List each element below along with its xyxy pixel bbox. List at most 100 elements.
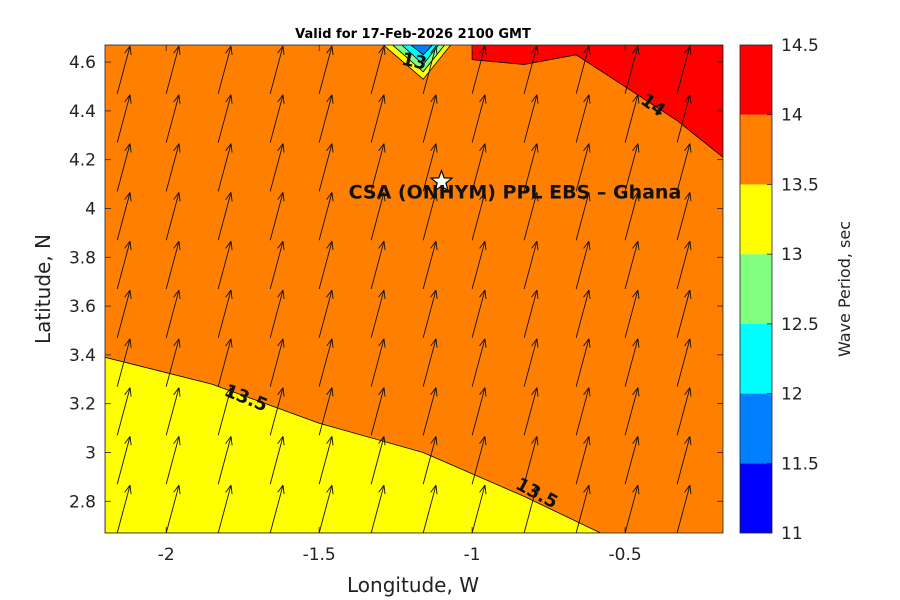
wave-arrow	[676, 436, 692, 485]
wave-arrow	[523, 484, 539, 533]
wave-arrow	[624, 240, 640, 290]
wave-arrow	[269, 143, 285, 192]
wave-arrow	[217, 94, 233, 143]
chart-title: Valid for 17-Feb-2026 2100 GMT	[295, 27, 531, 42]
wave-arrow	[269, 192, 285, 241]
wave-direction-arrows	[116, 45, 692, 533]
colorbar-swatch	[740, 184, 772, 255]
wave-arrow	[116, 94, 132, 143]
wave-arrow	[116, 484, 132, 533]
wave-arrow	[370, 338, 386, 387]
wave-arrow	[676, 338, 692, 387]
wave-arrow	[676, 387, 692, 436]
wave-arrow	[676, 289, 692, 338]
wave-arrow	[370, 240, 386, 290]
wave-arrow	[370, 94, 386, 143]
wave-arrow	[370, 387, 386, 436]
wave-arrow	[217, 484, 233, 533]
y-tick-label: 3.2	[69, 395, 96, 415]
x-axis-ticks: -2 -1.5 -1 -0.5	[158, 45, 642, 565]
colorbar-tick-label: 12.5	[781, 315, 819, 335]
wave-arrow	[471, 484, 487, 533]
wave-arrow	[575, 289, 591, 338]
wave-arrow	[625, 45, 626, 46]
colorbar-tick-label: 11	[781, 524, 803, 544]
wave-arrow	[471, 387, 487, 436]
x-tick-label: -1	[464, 545, 481, 565]
wave-arrow	[165, 289, 181, 338]
wave-arrow	[624, 289, 640, 338]
y-tick-label: 3.6	[69, 297, 96, 317]
contour-label: 13	[400, 49, 429, 75]
wave-arrow	[318, 436, 334, 485]
wave-arrow	[575, 45, 591, 94]
wave-arrow	[471, 192, 487, 241]
wave-arrow	[165, 338, 181, 387]
colorbar-tick-label: 14.5	[781, 36, 819, 56]
wave-arrow	[575, 143, 591, 192]
wave-arrow	[166, 45, 167, 46]
wave-arrow	[318, 94, 334, 143]
wave-arrow	[624, 94, 640, 143]
wave-arrow	[318, 192, 334, 241]
wave-arrow	[269, 484, 285, 533]
wave-arrow	[523, 240, 539, 290]
wave-arrow	[471, 94, 487, 143]
wave-arrow	[370, 484, 386, 533]
wave-arrow	[370, 192, 386, 241]
wave-arrow	[676, 94, 692, 143]
wave-arrow	[575, 338, 591, 387]
wave-arrow	[422, 289, 438, 338]
y-tick-label: 2.8	[69, 492, 96, 512]
x-tick-label: -1.5	[303, 545, 336, 565]
wave-arrow	[523, 45, 539, 94]
y-tick-label: 4.4	[69, 102, 96, 122]
site-annotation: CSA (ONHYM) PPL EBS – Ghana	[349, 182, 682, 204]
wave-arrow	[217, 436, 233, 485]
colorbar-swatch	[740, 323, 772, 394]
wave-arrow	[318, 484, 334, 533]
plot-frame	[104, 44, 724, 534]
wave-arrow	[116, 387, 132, 436]
colorbar-label: Wave Period, sec	[835, 221, 854, 357]
y-axis-ticks: 2.8 3 3.2 3.4 3.6 3.8 4 4.2 4.4 4.6	[69, 53, 723, 512]
wave-arrow	[269, 289, 285, 338]
wave-arrow	[471, 45, 487, 94]
wave-arrow	[422, 192, 438, 241]
wave-arrow	[471, 338, 487, 387]
wave-arrow	[624, 387, 640, 436]
wave-arrow	[422, 387, 438, 436]
wave-arrow	[575, 387, 591, 436]
y-axis-label: Latitude, N	[31, 234, 55, 344]
wave-arrow	[116, 240, 132, 290]
wave-arrow	[370, 289, 386, 338]
wave-arrow	[117, 45, 118, 46]
wave-arrow	[269, 387, 285, 436]
star-icon	[429, 168, 454, 192]
wave-arrow	[116, 436, 132, 485]
wave-arrow	[165, 387, 181, 436]
wave-arrow	[575, 94, 591, 143]
wave-arrow	[422, 45, 438, 94]
wave-arrow	[624, 338, 640, 387]
colorbar-swatch	[740, 393, 772, 464]
wave-arrow	[575, 484, 591, 533]
wave-arrow	[217, 338, 233, 387]
wave-arrow	[318, 240, 334, 290]
wave-arrow	[165, 436, 181, 485]
wave-arrow	[523, 143, 539, 192]
contour-region	[105, 356, 601, 533]
y-tick-label: 4.6	[69, 53, 96, 73]
y-tick-label: 4.2	[69, 151, 96, 171]
wave-arrow	[269, 338, 285, 387]
wave-arrow	[165, 94, 181, 143]
wave-arrow	[318, 289, 334, 338]
y-tick-label: 3.8	[69, 248, 96, 268]
wave-arrow	[318, 45, 334, 94]
colorbar: 11 11.5 12 12.5 13 13.5 14 14.5	[739, 36, 819, 544]
wave-arrow	[116, 143, 132, 192]
wave-arrow	[676, 484, 692, 533]
wave-arrow	[676, 240, 692, 290]
site-marker	[429, 168, 454, 192]
